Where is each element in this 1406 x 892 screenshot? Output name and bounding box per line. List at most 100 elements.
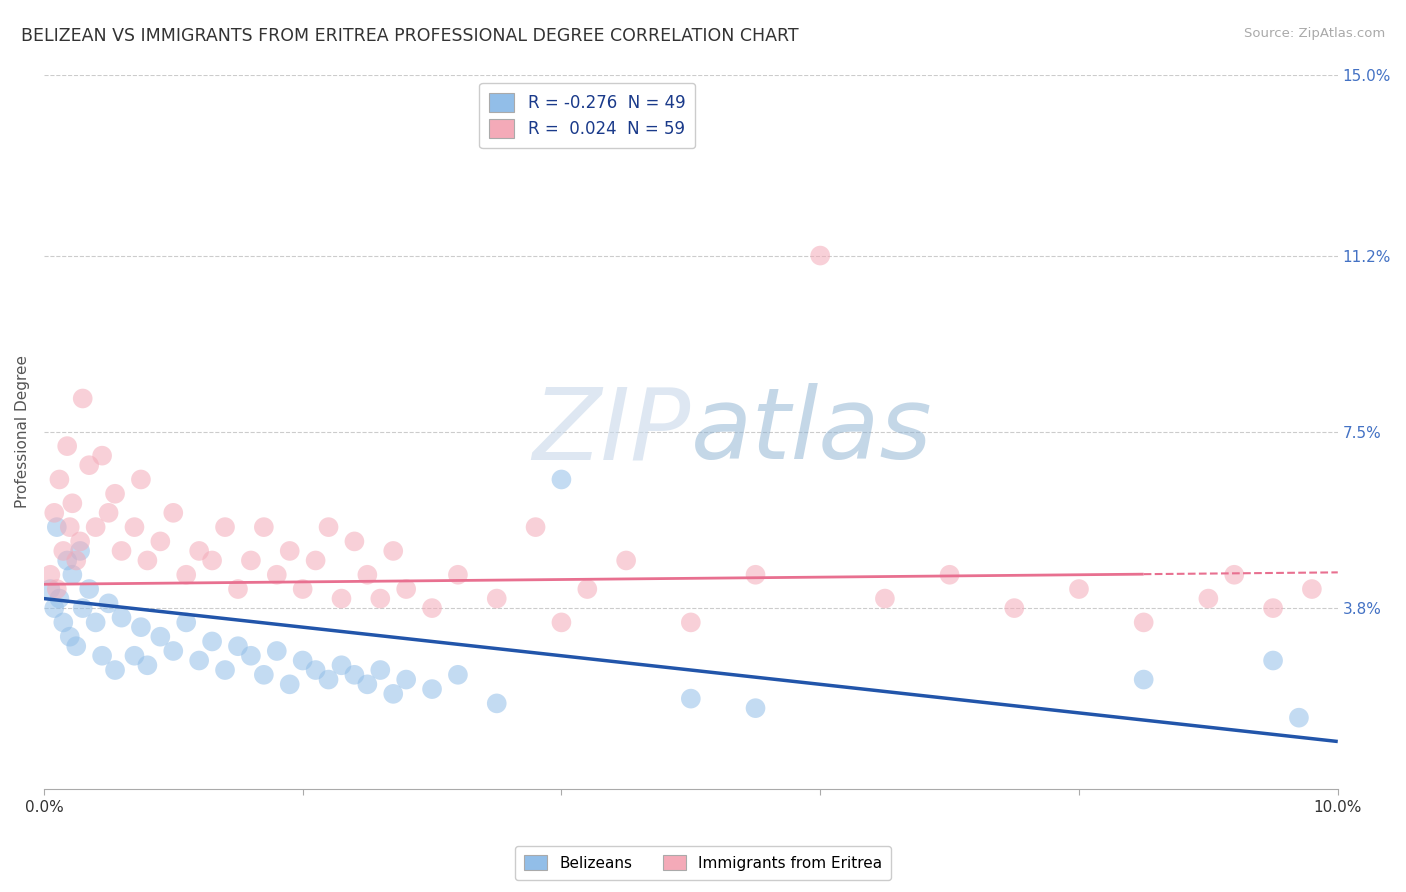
- Point: [1288, 711, 1310, 725]
- Point: [1002, 601, 1025, 615]
- Point: [253, 668, 276, 682]
- Point: [72, 601, 94, 615]
- Point: [52, 544, 75, 558]
- Point: [485, 697, 508, 711]
- Point: [201, 553, 224, 567]
- Point: [318, 673, 340, 687]
- Point: [938, 567, 960, 582]
- Text: atlas: atlas: [690, 384, 932, 480]
- Point: [368, 591, 391, 606]
- Point: [162, 506, 184, 520]
- Point: [576, 582, 599, 596]
- Point: [239, 553, 262, 567]
- Point: [447, 567, 470, 582]
- Point: [110, 544, 132, 558]
- Point: [1261, 601, 1284, 615]
- Point: [420, 601, 443, 615]
- Point: [45, 582, 67, 596]
- Point: [1067, 582, 1090, 596]
- Point: [318, 520, 340, 534]
- Point: [201, 634, 224, 648]
- Point: [129, 473, 152, 487]
- Point: [60, 567, 83, 582]
- Point: [129, 620, 152, 634]
- Point: [550, 473, 572, 487]
- Point: [65, 553, 87, 567]
- Point: [136, 658, 159, 673]
- Point: [395, 582, 418, 596]
- Point: [69, 534, 91, 549]
- Point: [485, 591, 508, 606]
- Point: [174, 567, 197, 582]
- Point: [104, 663, 127, 677]
- Point: [873, 591, 896, 606]
- Point: [744, 701, 766, 715]
- Point: [1223, 567, 1246, 582]
- Point: [343, 534, 366, 549]
- Point: [60, 496, 83, 510]
- Point: [45, 520, 67, 534]
- Point: [304, 663, 326, 677]
- Point: [614, 553, 637, 567]
- Point: [382, 544, 405, 558]
- Point: [59, 520, 82, 534]
- Point: [744, 567, 766, 582]
- Point: [72, 392, 94, 406]
- Point: [104, 487, 127, 501]
- Point: [1261, 653, 1284, 667]
- Point: [59, 630, 82, 644]
- Point: [65, 639, 87, 653]
- Point: [214, 520, 236, 534]
- Point: [291, 653, 314, 667]
- Point: [91, 648, 114, 663]
- Point: [679, 615, 702, 630]
- Point: [356, 567, 378, 582]
- Point: [84, 615, 107, 630]
- Point: [174, 615, 197, 630]
- Point: [124, 520, 146, 534]
- Point: [136, 553, 159, 567]
- Point: [162, 644, 184, 658]
- Point: [343, 668, 366, 682]
- Point: [253, 520, 276, 534]
- Point: [1132, 615, 1154, 630]
- Point: [77, 582, 100, 596]
- Point: [1301, 582, 1323, 596]
- Point: [226, 639, 249, 653]
- Point: [188, 653, 211, 667]
- Point: [1197, 591, 1219, 606]
- Point: [149, 630, 172, 644]
- Point: [226, 582, 249, 596]
- Point: [97, 506, 120, 520]
- Point: [420, 682, 443, 697]
- Point: [39, 567, 62, 582]
- Point: [356, 677, 378, 691]
- Point: [278, 544, 301, 558]
- Point: [291, 582, 314, 596]
- Point: [124, 648, 146, 663]
- Point: [110, 610, 132, 624]
- Point: [39, 582, 62, 596]
- Text: ZIP: ZIP: [533, 384, 690, 480]
- Point: [1132, 673, 1154, 687]
- Point: [382, 687, 405, 701]
- Point: [239, 648, 262, 663]
- Point: [550, 615, 572, 630]
- Point: [84, 520, 107, 534]
- Point: [69, 544, 91, 558]
- Point: [52, 615, 75, 630]
- Point: [97, 596, 120, 610]
- Point: [266, 644, 288, 658]
- Point: [679, 691, 702, 706]
- Point: [266, 567, 288, 582]
- Y-axis label: Professional Degree: Professional Degree: [15, 355, 30, 508]
- Point: [56, 439, 79, 453]
- Point: [278, 677, 301, 691]
- Point: [330, 658, 353, 673]
- Text: BELIZEAN VS IMMIGRANTS FROM ERITREA PROFESSIONAL DEGREE CORRELATION CHART: BELIZEAN VS IMMIGRANTS FROM ERITREA PROF…: [21, 27, 799, 45]
- Point: [56, 553, 79, 567]
- Point: [188, 544, 211, 558]
- Text: Source: ZipAtlas.com: Source: ZipAtlas.com: [1244, 27, 1385, 40]
- Point: [214, 663, 236, 677]
- Legend: R = -0.276  N = 49, R =  0.024  N = 59: R = -0.276 N = 49, R = 0.024 N = 59: [479, 83, 696, 148]
